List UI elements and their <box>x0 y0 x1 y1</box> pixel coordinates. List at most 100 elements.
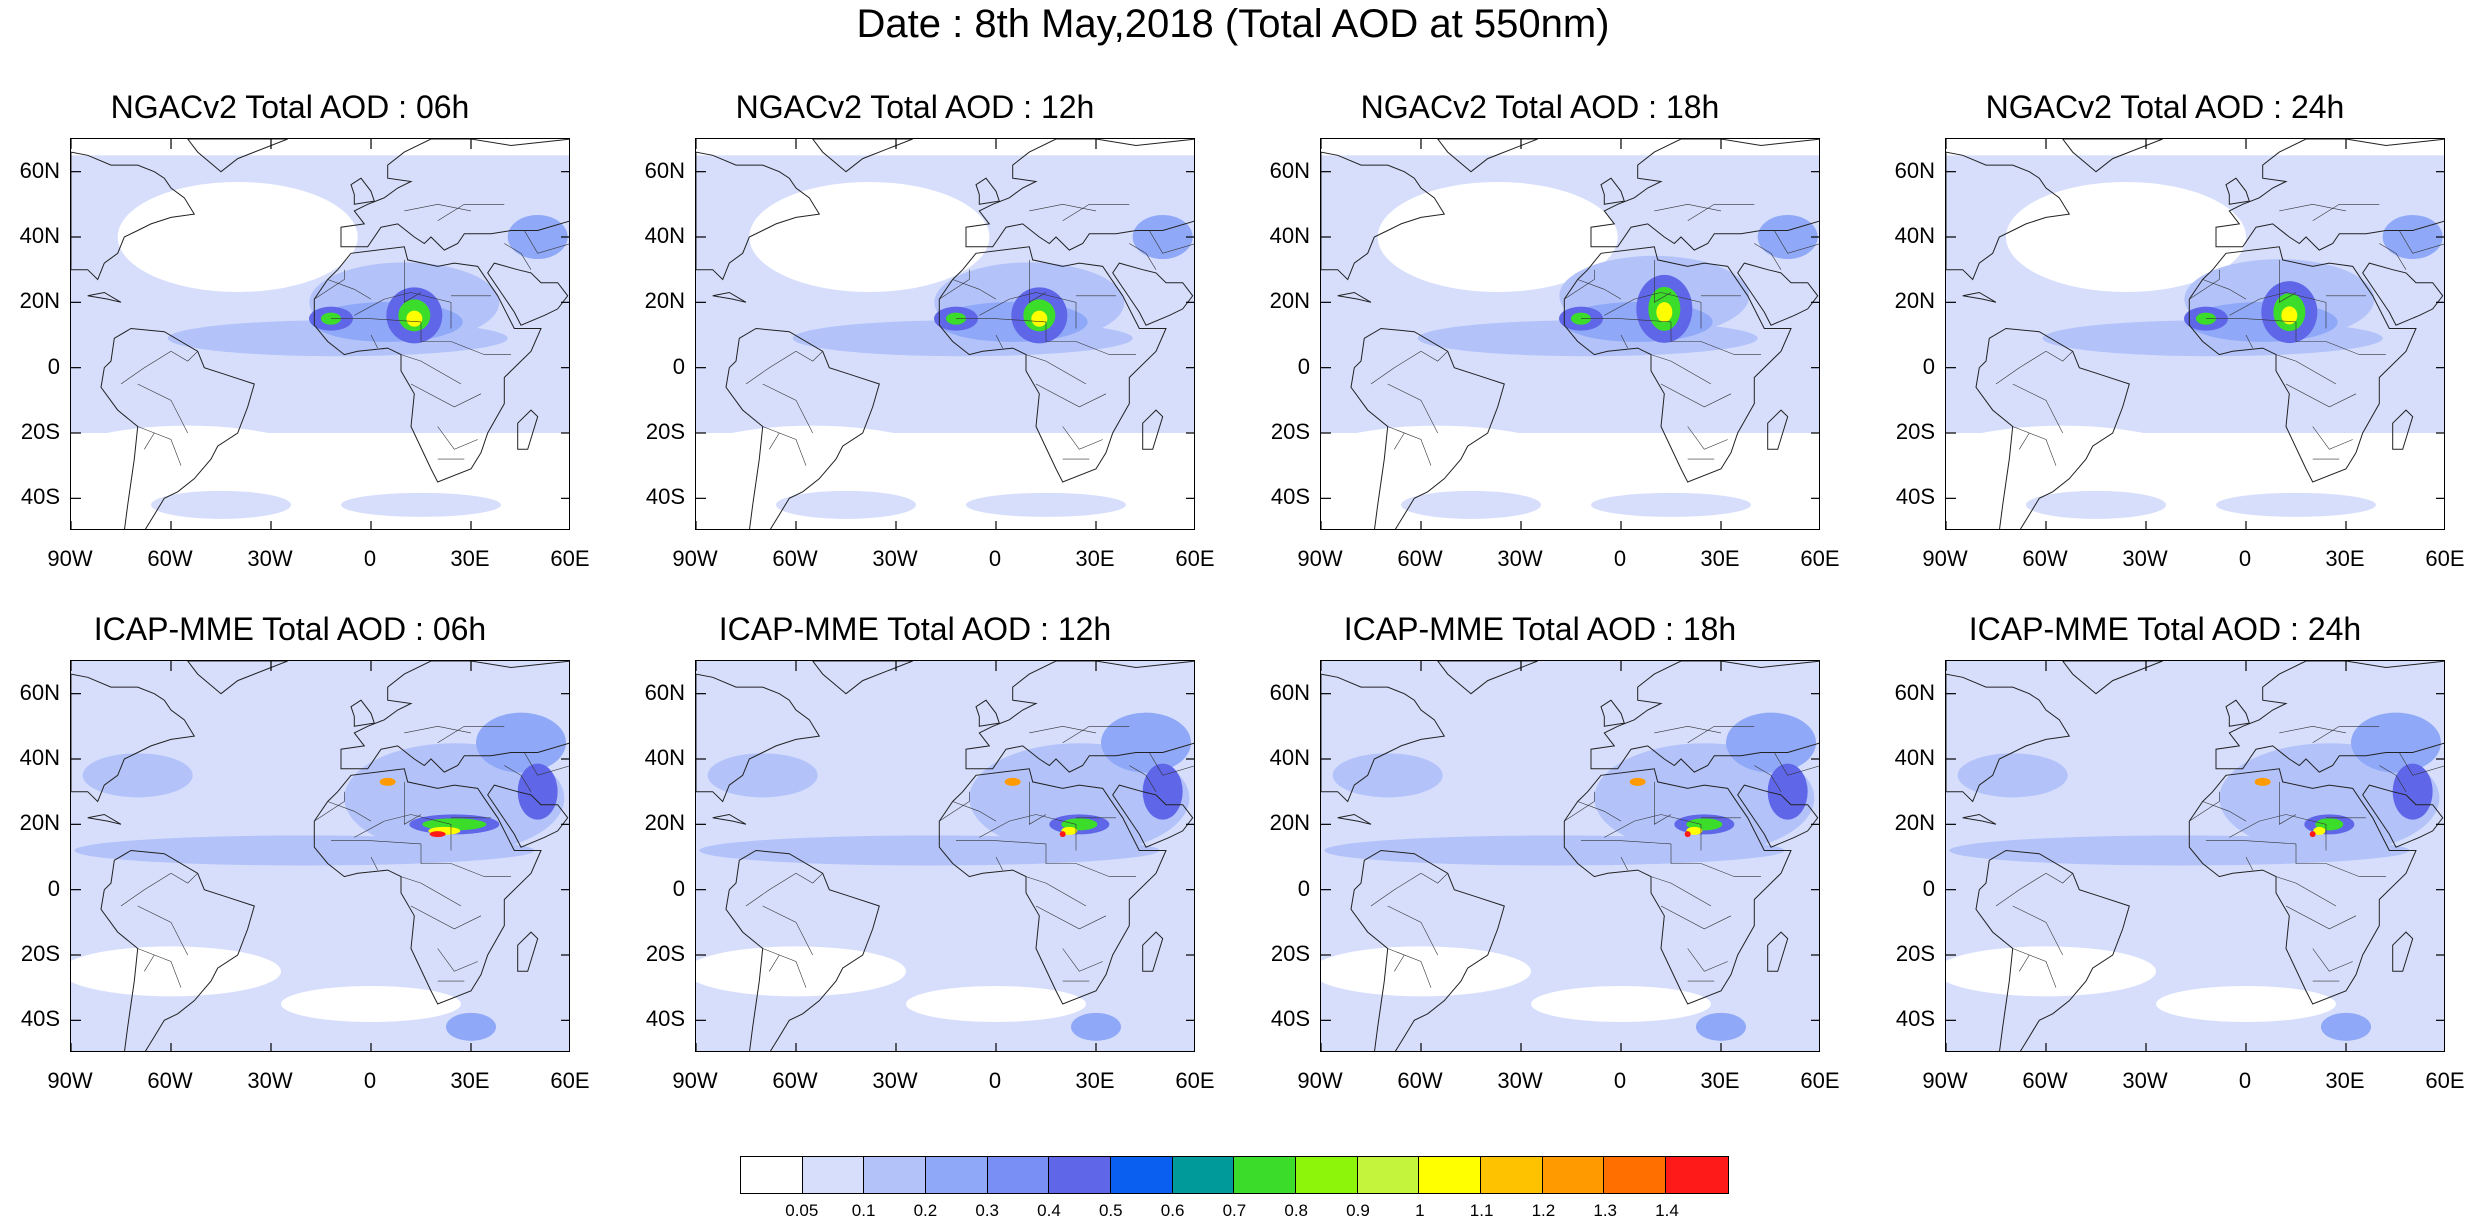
longitude-label: 0 <box>988 546 1002 571</box>
latitude-label: 40S <box>1895 484 1935 510</box>
longitude-label: 0 <box>2238 1068 2252 1093</box>
figure-title: Date : 8th May,2018 (Total AOD at 550nm) <box>856 2 1610 46</box>
map-frame <box>1320 138 1820 530</box>
colorbar-tick-label: 0.4 <box>1037 1201 1061 1220</box>
colorbar-box <box>1172 1157 1235 1193</box>
longitude-label: 0 <box>2238 546 2252 571</box>
longitude-label: 60E <box>550 546 590 571</box>
latitude-label: 20N <box>1894 288 1935 314</box>
colorbar-box <box>1542 1157 1605 1193</box>
longitude-label: 60E <box>1800 546 1840 571</box>
colorbar-tick-label: 0.7 <box>1222 1201 1247 1220</box>
latitude-label: 20N <box>1894 810 1935 836</box>
latitude-label: 20S <box>645 419 685 444</box>
latitude-label: 40S <box>1270 1006 1310 1032</box>
latitude-label: 0 <box>47 353 60 379</box>
longitude-label: 0 <box>1613 546 1627 571</box>
latitude-label: 60N <box>19 679 60 705</box>
longitude-label: 90W <box>1297 546 1343 571</box>
colorbar-tick-label: 0.9 <box>1346 1201 1370 1220</box>
aod-map <box>1321 139 1819 529</box>
aod-map <box>696 139 1194 529</box>
latitude-label: 60N <box>1894 679 1935 705</box>
colorbar-tick-label: 0.1 <box>851 1201 876 1220</box>
latitude-label: 20S <box>645 941 685 966</box>
latitude-label: 20S <box>1270 419 1310 444</box>
longitude-label: 30W <box>1497 1068 1543 1093</box>
map-panel: ICAP-MME Total AOD : 24h 60N 40N 20N 0 20S 40S… <box>1875 610 2465 1130</box>
latitude-label: 20S <box>1270 941 1310 966</box>
latitude-label: 40N <box>1269 745 1310 770</box>
latitude-label: 0 <box>47 875 60 901</box>
longitude-label: 30W <box>872 546 918 571</box>
latitude-label: 60N <box>19 157 60 183</box>
aod-map <box>71 139 569 529</box>
longitude-label: 30E <box>1700 546 1740 571</box>
map-panel: ICAP-MME Total AOD : 06h 60N 40N 20N 0 20S 40S… <box>0 610 590 1130</box>
longitude-label: 30W <box>247 546 293 571</box>
map-panel: NGACv2 Total AOD : 18h 60N 40N 20N 0 20S 40S 90… <box>1250 88 1840 608</box>
longitude-label: 60W <box>772 1068 818 1093</box>
colorbar-box <box>1049 1157 1112 1193</box>
colorbar-tick-label: 1.2 <box>1531 1201 1556 1220</box>
latitude-label: 20N <box>644 288 685 314</box>
aod-map <box>71 661 569 1051</box>
colorbar-tick-label: 0.05 <box>785 1201 819 1220</box>
latitude-label: 20N <box>19 810 60 836</box>
panel-title: NGACv2 Total AOD : 18h <box>1360 89 1720 125</box>
longitude-label: 30W <box>872 1068 918 1093</box>
latitude-label: 40S <box>1270 484 1310 510</box>
longitude-label: 90W <box>1922 1068 1968 1093</box>
colorbar-tick-label: 1.4 <box>1655 1201 1679 1220</box>
latitude-label: 40N <box>19 745 60 770</box>
longitude-label: 0 <box>363 1068 377 1093</box>
colorbar-box <box>802 1157 865 1193</box>
longitude-label: 60W <box>1397 546 1443 571</box>
latitude-label: 0 <box>672 353 685 379</box>
longitude-label: 0 <box>988 1068 1002 1093</box>
latitude-label: 40S <box>645 484 685 510</box>
latitude-label: 40S <box>20 1006 60 1032</box>
colorbar-tick-label: 0.2 <box>913 1201 938 1220</box>
latitude-label: 60N <box>1269 157 1310 183</box>
colorbar-box <box>1666 1157 1728 1193</box>
latitude-label: 40N <box>644 745 685 770</box>
colorbar-tick-label: 0.3 <box>975 1201 999 1220</box>
map-frame <box>1945 138 2445 530</box>
colorbar-box <box>741 1157 803 1193</box>
longitude-label: 30W <box>2122 1068 2168 1093</box>
map-panel: NGACv2 Total AOD : 06h 60N 40N 20N 0 20S 40S 90… <box>0 88 590 608</box>
longitude-label: 30E <box>1075 1068 1115 1093</box>
colorbar-box <box>1357 1157 1420 1193</box>
longitude-label: 60W <box>2022 1068 2068 1093</box>
longitude-label: 60E <box>1175 1068 1215 1093</box>
panel-title: ICAP-MME Total AOD : 18h <box>1343 611 1737 647</box>
map-frame <box>70 660 570 1052</box>
longitude-label: 30W <box>247 1068 293 1093</box>
longitude-label: 60W <box>147 546 193 571</box>
colorbar-box <box>1604 1157 1667 1193</box>
panel-title: ICAP-MME Total AOD : 06h <box>93 611 487 647</box>
map-panel: ICAP-MME Total AOD : 12h 60N 40N 20N 0 20S 40S… <box>625 610 1215 1130</box>
map-panel: ICAP-MME Total AOD : 18h 60N 40N 20N 0 20S 40S… <box>1250 610 1840 1130</box>
longitude-label: 60E <box>1175 546 1215 571</box>
latitude-label: 40N <box>1894 223 1935 248</box>
map-frame <box>1945 660 2445 1052</box>
latitude-label: 40N <box>19 223 60 248</box>
map-frame <box>1320 660 1820 1052</box>
latitude-label: 0 <box>1297 875 1310 901</box>
colorbar-tick-label: 0.5 <box>1098 1201 1123 1220</box>
latitude-label: 0 <box>672 875 685 901</box>
panel-title: NGACv2 Total AOD : 24h <box>1985 89 2345 125</box>
longitude-label: 30E <box>1075 546 1115 571</box>
latitude-label: 20S <box>1895 419 1935 444</box>
longitude-label: 60W <box>1397 1068 1443 1093</box>
colorbar-tick-label: 0.8 <box>1284 1201 1308 1220</box>
latitude-label: 20S <box>20 419 60 444</box>
colorbar-tick-label: 1.1 <box>1469 1201 1494 1220</box>
colorbar-box <box>1419 1157 1482 1193</box>
colorbar-box <box>926 1157 988 1193</box>
latitude-label: 40S <box>20 484 60 510</box>
longitude-label: 30W <box>2122 546 2168 571</box>
latitude-label: 0 <box>1297 353 1310 379</box>
